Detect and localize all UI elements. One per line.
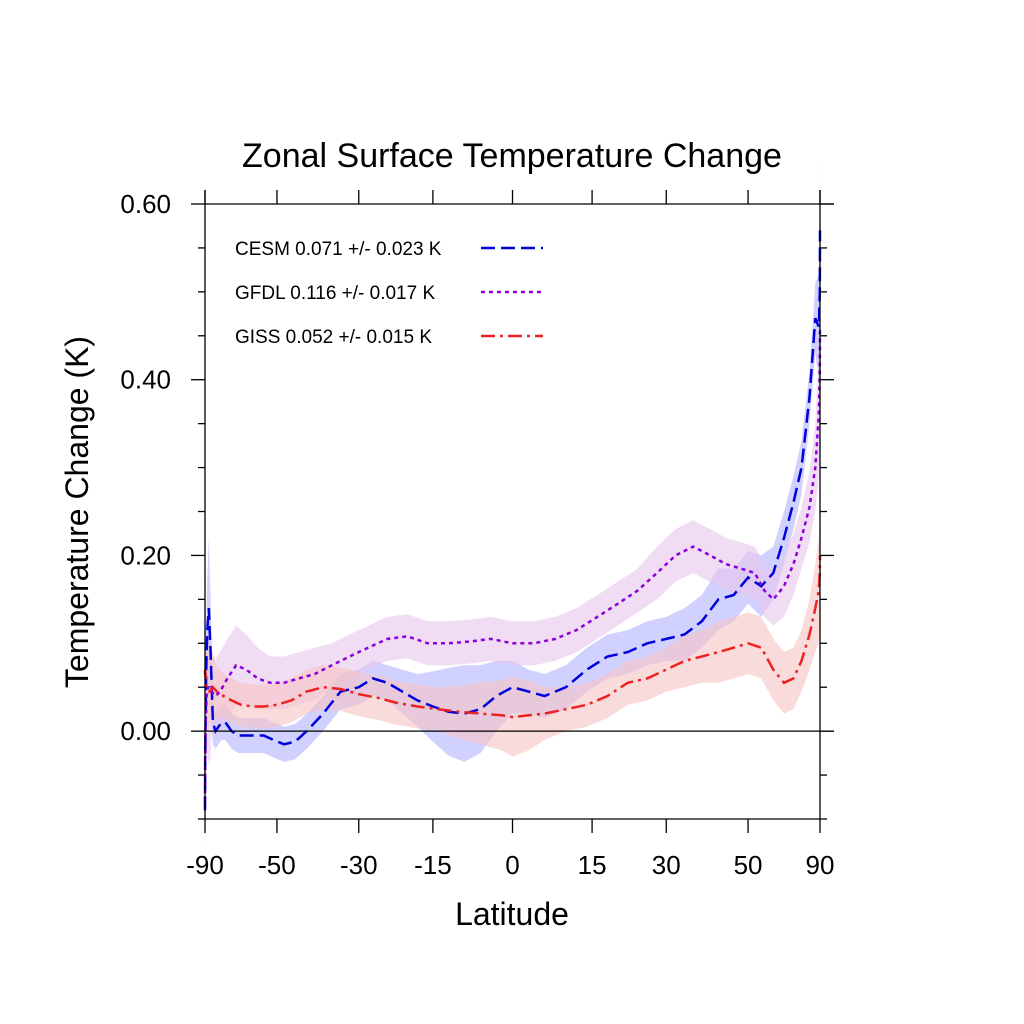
legend-label-series-1: CESM 0.071 +/- 0.023 K xyxy=(235,239,442,260)
x-tick-label: 50 xyxy=(734,850,763,880)
y-tick-label: 0.00 xyxy=(120,716,171,746)
chart-title: Zonal Surface Temperature Change xyxy=(242,137,782,175)
y-tick-label: 0.60 xyxy=(120,189,171,219)
x-tick-label: 15 xyxy=(578,850,607,880)
plot-frame xyxy=(204,190,834,820)
series-lines xyxy=(203,230,822,811)
x-tick-label: -30 xyxy=(340,850,378,880)
band-series-2 xyxy=(205,239,820,855)
x-tick-label: 90 xyxy=(806,850,835,880)
line-series-3 xyxy=(203,555,822,719)
x-tick-label: -90 xyxy=(186,850,224,880)
x-axis-label: Latitude xyxy=(455,896,569,932)
legend-label-series-2: GFDL 0.116 +/- 0.017 K xyxy=(235,283,435,304)
y-axis-label: Temperature Change (K) xyxy=(59,336,95,688)
x-tick-label: 0 xyxy=(505,850,519,880)
axis-ticks: -90 -50 -30 -15 0 15 30 50 90 0.00 0.20 0.40 0.60 xyxy=(120,189,834,880)
y-tick-label: 0.40 xyxy=(120,365,171,395)
y-tick-label: 0.20 xyxy=(120,540,171,570)
legend: CESM 0.071 +/- 0.023 K GFDL 0.116 +/- 0.0… xyxy=(235,239,543,348)
legend-label-series-3: GISS 0.052 +/- 0.015 K xyxy=(235,327,432,348)
x-tick-label: 30 xyxy=(652,850,681,880)
x-tick-label: -50 xyxy=(258,850,296,880)
line-series-1 xyxy=(203,230,822,811)
x-tick-label: -15 xyxy=(414,850,452,880)
